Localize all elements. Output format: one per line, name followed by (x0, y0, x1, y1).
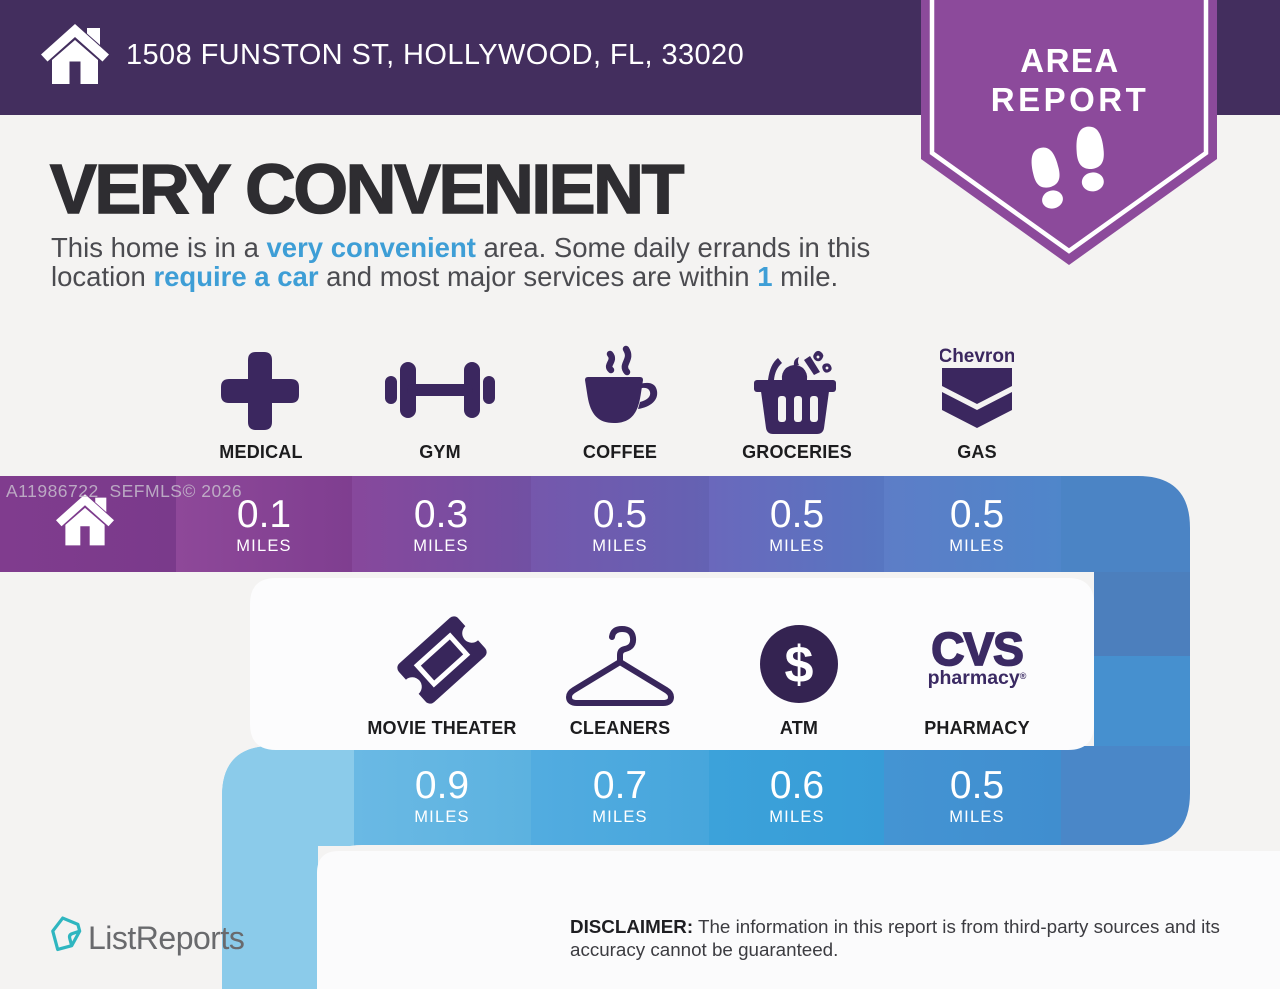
svg-text:AREA: AREA (1020, 42, 1120, 79)
svg-text:REPORT: REPORT (991, 81, 1150, 118)
svg-text:Chevron: Chevron (940, 346, 1014, 367)
svg-text:$: $ (785, 636, 814, 694)
